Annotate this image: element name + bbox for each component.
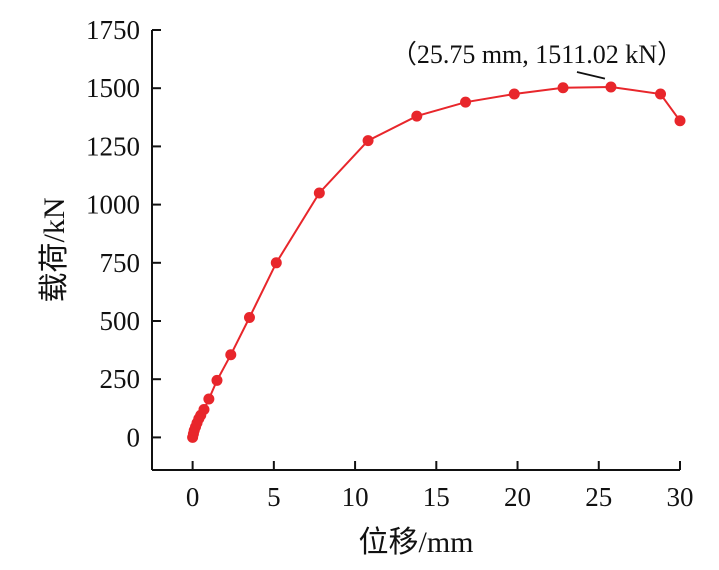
x-tick-label: 10 [342, 482, 369, 512]
data-point [313, 187, 325, 199]
x-tick-label: 15 [423, 482, 450, 512]
x-tick-label: 30 [667, 482, 694, 512]
y-tick-label: 0 [127, 422, 141, 452]
x-tick-label: 25 [585, 482, 612, 512]
data-point [674, 115, 686, 127]
data-point [655, 88, 667, 100]
y-tick-label: 750 [100, 248, 141, 278]
x-axis-label: 位移/mm [358, 526, 473, 559]
data-point [508, 88, 520, 100]
annotations: （25.75 mm, 1511.02 kN） [391, 40, 683, 80]
annotation-label: （25.75 mm, 1511.02 kN） [391, 40, 683, 69]
y-tick-label: 1250 [86, 131, 140, 161]
data-point [270, 257, 282, 269]
annotation-leader-line [576, 71, 606, 80]
y-axis-label: 载荷/kN [38, 198, 71, 303]
data-point [225, 349, 237, 361]
x-axis-ticks: 0 5 10 15 20 25 30 [186, 461, 694, 512]
y-tick-label: 1500 [86, 73, 140, 103]
data-point [411, 110, 423, 122]
data-point [460, 96, 472, 108]
y-tick-label: 250 [100, 364, 141, 394]
data-point [243, 312, 255, 324]
series-points [187, 81, 686, 443]
x-tick-label: 0 [186, 482, 200, 512]
data-point [557, 82, 569, 94]
y-tick-label: 1750 [86, 15, 140, 45]
data-point [198, 403, 210, 415]
series-line [191, 85, 681, 438]
x-tick-label: 20 [504, 482, 531, 512]
x-tick-label: 5 [267, 482, 281, 512]
y-tick-label: 500 [100, 306, 141, 336]
axes [151, 30, 680, 471]
data-point [211, 374, 223, 386]
y-tick-label: 1000 [86, 190, 140, 220]
y-axis-ticks: 0 250 500 750 1000 1250 1500 1750 [86, 15, 161, 452]
data-point [203, 393, 215, 405]
data-point [605, 81, 617, 93]
data-point [362, 135, 374, 147]
